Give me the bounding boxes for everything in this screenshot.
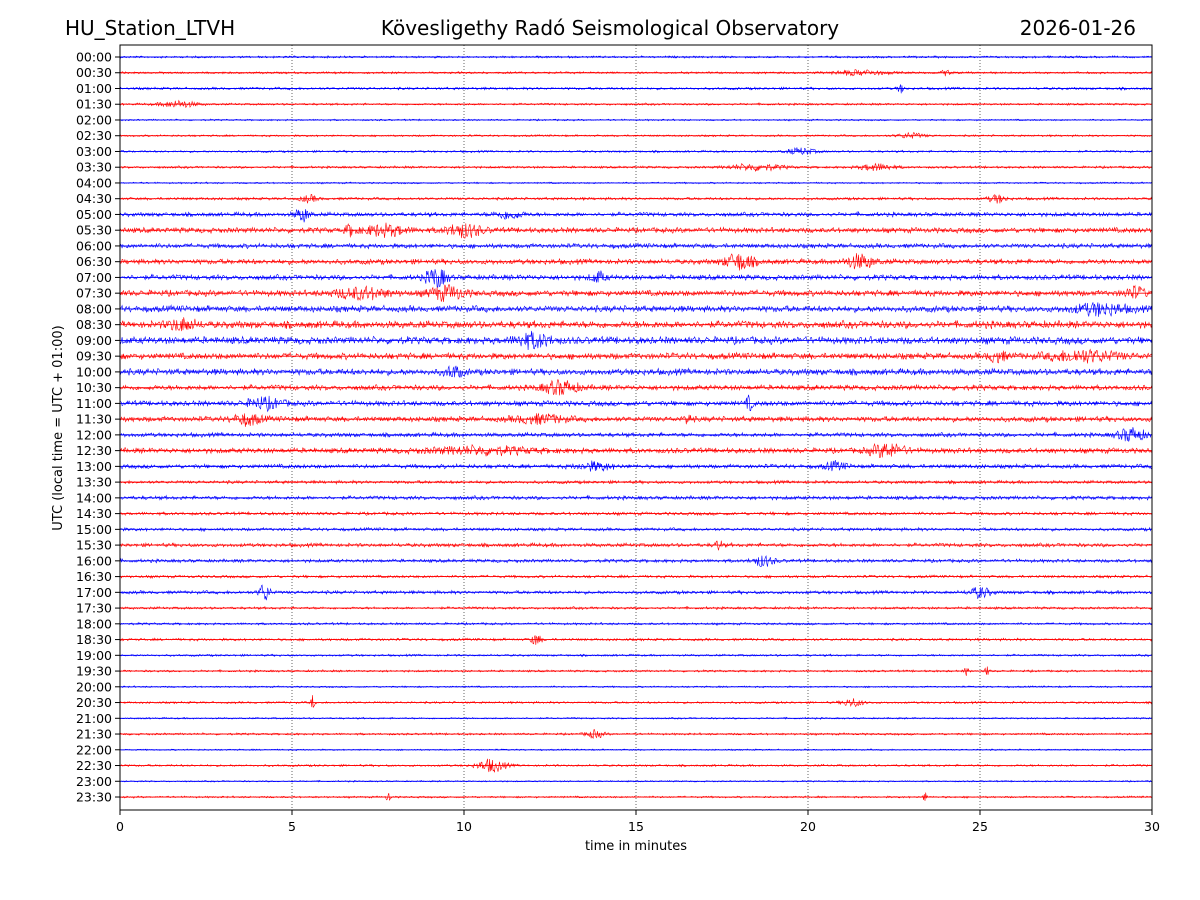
trace-1100 <box>119 394 1153 413</box>
y-tick-label: 15:00 <box>76 522 112 537</box>
y-tick-label: 04:30 <box>76 191 112 206</box>
y-tick-label: 17:30 <box>76 601 112 616</box>
y-tick-label: 10:30 <box>76 380 112 395</box>
x-tick-label: 20 <box>800 819 816 834</box>
x-tick-label: 5 <box>288 819 296 834</box>
y-tick-label: 14:30 <box>76 506 112 521</box>
y-tick-label: 12:30 <box>76 443 112 458</box>
y-tick-label: 04:00 <box>76 175 112 190</box>
y-tick-label: 09:30 <box>76 349 112 364</box>
y-tick-label: 08:00 <box>76 301 112 316</box>
y-tick-label: 13:30 <box>76 475 112 490</box>
trace-1300 <box>119 460 1153 472</box>
x-axis-label: time in minutes <box>585 839 687 854</box>
y-tick-label: 22:00 <box>76 742 112 757</box>
y-tick-label: 19:00 <box>76 648 112 663</box>
x-tick-label: 10 <box>456 819 472 834</box>
y-tick-label: 23:00 <box>76 774 112 789</box>
y-tick-label: 20:30 <box>76 695 112 710</box>
y-tick-label: 11:00 <box>76 396 112 411</box>
y-tick-label: 17:00 <box>76 585 112 600</box>
grid-lines <box>291 45 981 810</box>
y-tick-label: 09:00 <box>76 333 112 348</box>
y-tick-label: 02:00 <box>76 112 112 127</box>
x-ticks: 0 5 10 15 20 25 30 <box>116 810 1160 834</box>
y-tick-label: 12:00 <box>76 427 112 442</box>
y-tick-label: 18:30 <box>76 632 112 647</box>
y-axis-label: UTC (local time = UTC + 01:00) <box>51 325 66 530</box>
y-tick-label: 01:00 <box>76 81 112 96</box>
y-tick-label: 03:30 <box>76 160 112 175</box>
trace-0500 <box>119 208 1153 223</box>
y-tick-label: 05:00 <box>76 207 112 222</box>
y-tick-label: 02:30 <box>76 128 112 143</box>
y-tick-label: 06:00 <box>76 238 112 253</box>
trace-0700 <box>119 269 1153 288</box>
y-tick-label: 19:30 <box>76 664 112 679</box>
y-tick-label: 16:30 <box>76 569 112 584</box>
y-tick-label: 11:30 <box>76 412 112 427</box>
observatory-title: Kövesligethy Radó Seismological Observat… <box>381 16 839 40</box>
x-tick-label: 15 <box>628 819 644 834</box>
station-title: HU_Station_LTVH <box>65 16 235 40</box>
y-ticks: 00:0000:3001:0001:3002:0002:3003:0003:30… <box>76 50 120 805</box>
date-title: 2026-01-26 <box>1020 16 1136 40</box>
y-tick-label: 13:00 <box>76 459 112 474</box>
y-tick-label: 20:00 <box>76 679 112 694</box>
y-tick-label: 22:30 <box>76 758 112 773</box>
y-tick-label: 15:30 <box>76 538 112 553</box>
trace-0830 <box>119 317 1153 332</box>
x-tick-label: 25 <box>972 819 988 834</box>
y-tick-label: 21:00 <box>76 711 112 726</box>
trace-1200 <box>119 427 1152 442</box>
y-tick-label: 16:00 <box>76 553 112 568</box>
trace-1330 <box>119 479 1152 485</box>
y-tick-label: 08:30 <box>76 317 112 332</box>
x-tick-label: 30 <box>1144 819 1160 834</box>
y-tick-label: 03:00 <box>76 144 112 159</box>
y-tick-label: 23:30 <box>76 790 112 805</box>
y-tick-label: 07:30 <box>76 286 112 301</box>
y-tick-label: 05:30 <box>76 223 112 238</box>
y-tick-label: 18:00 <box>76 616 112 631</box>
y-tick-label: 00:30 <box>76 65 112 80</box>
y-tick-label: 00:00 <box>76 50 112 65</box>
trace-0800 <box>119 302 1153 318</box>
y-tick-label: 06:30 <box>76 254 112 269</box>
traces <box>119 54 1153 801</box>
y-tick-label: 07:00 <box>76 270 112 285</box>
trace-0630 <box>119 253 1153 271</box>
y-tick-label: 14:00 <box>76 490 112 505</box>
y-tick-label: 10:00 <box>76 364 112 379</box>
y-tick-label: 21:30 <box>76 727 112 742</box>
y-tick-label: 01:30 <box>76 97 112 112</box>
x-tick-label: 0 <box>116 819 124 834</box>
